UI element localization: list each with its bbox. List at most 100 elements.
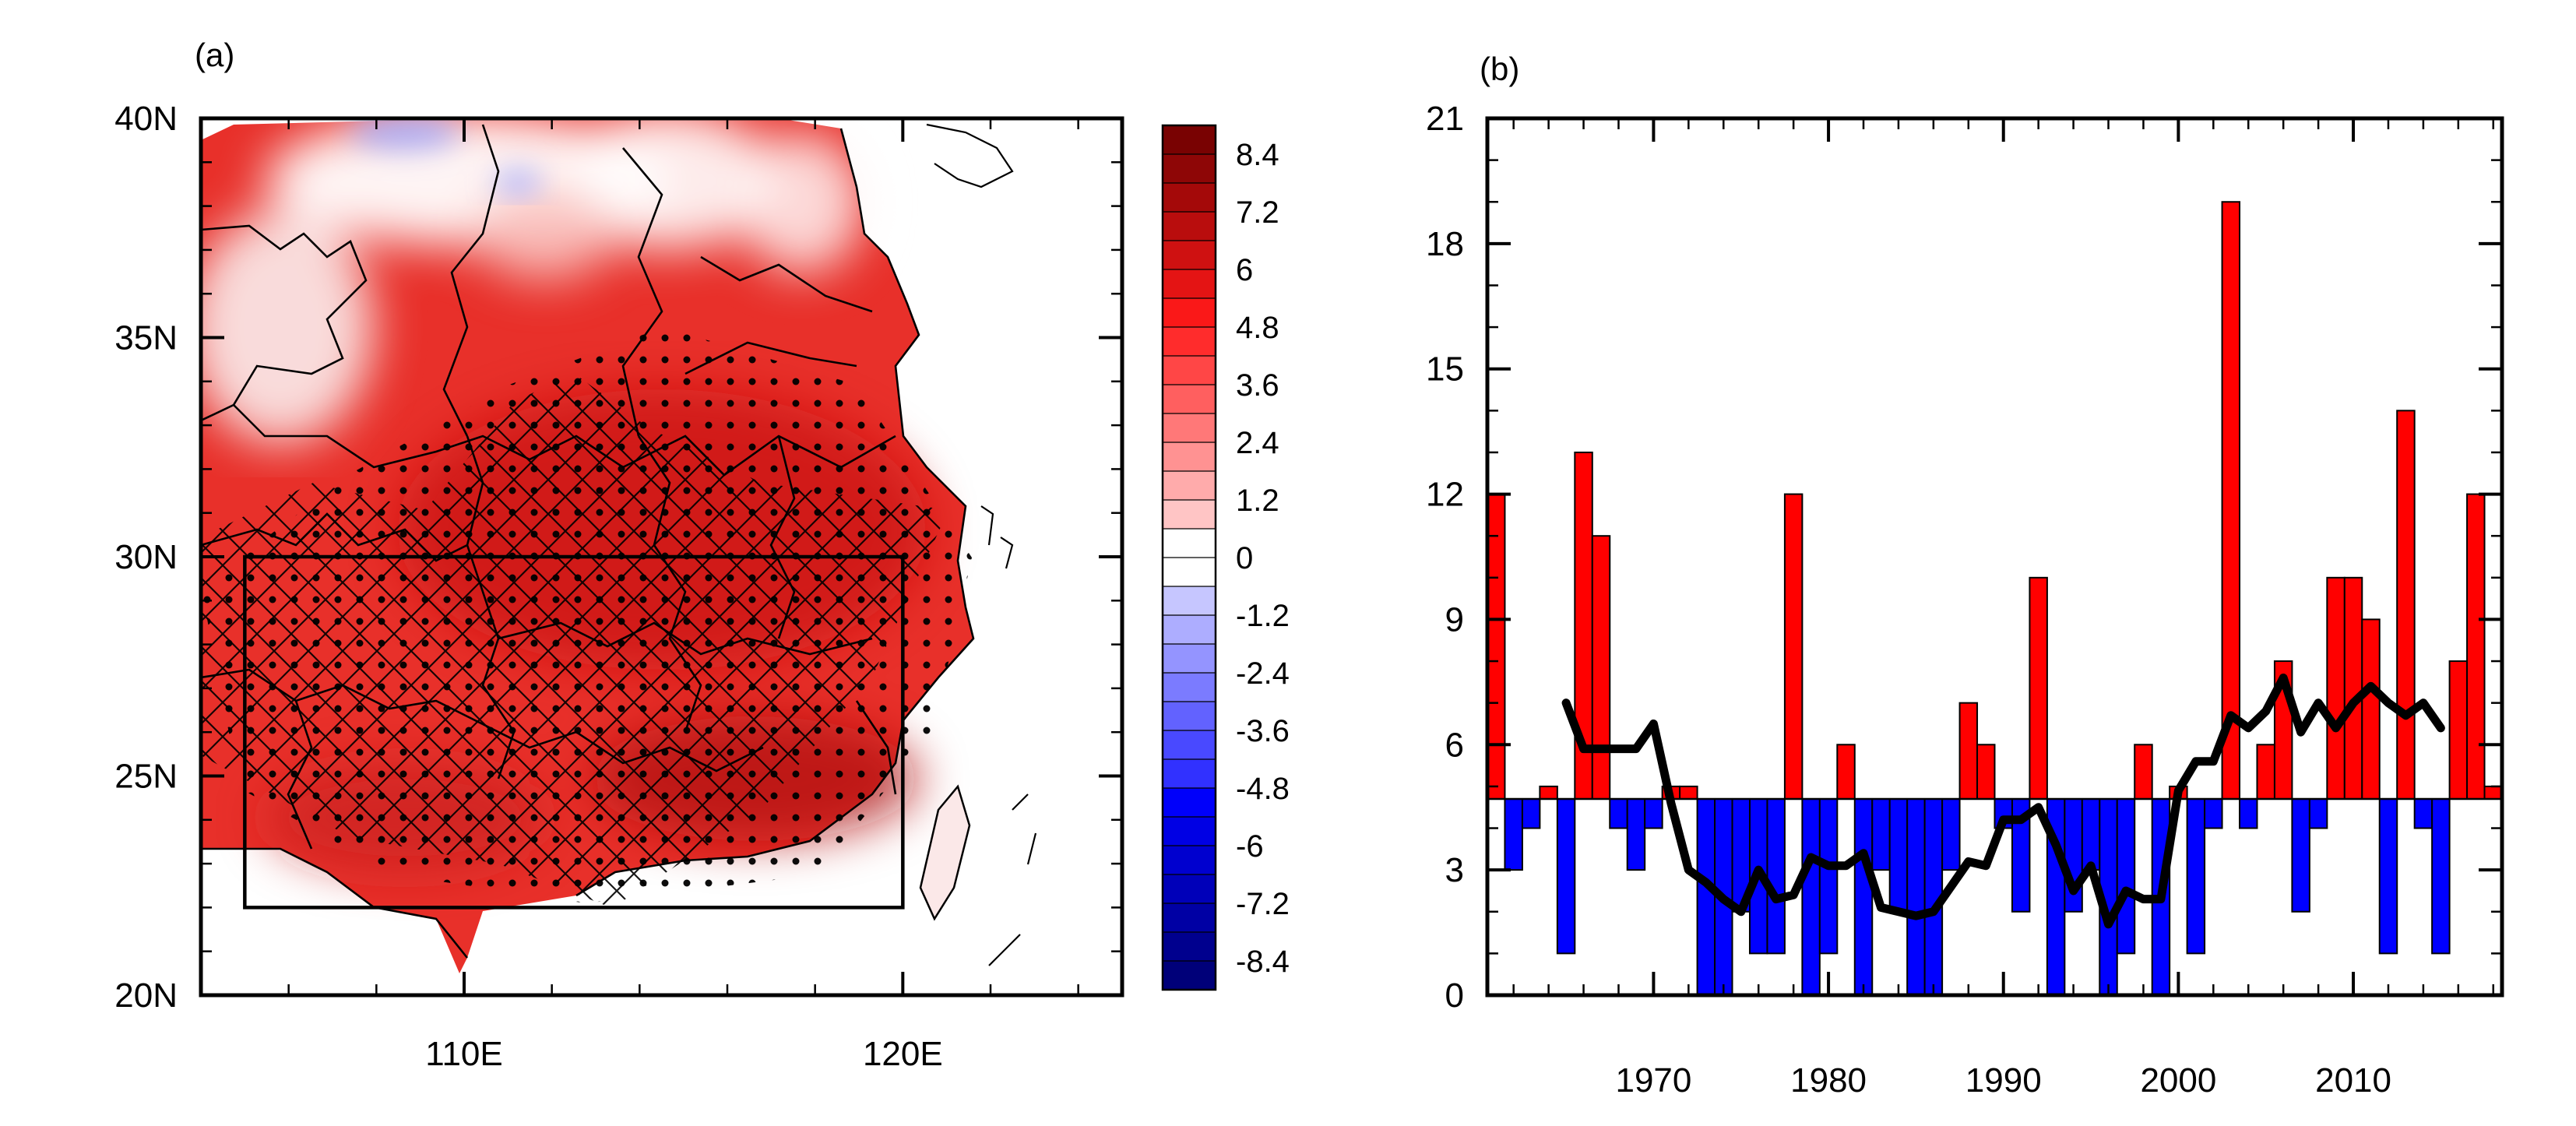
bar bbox=[2221, 201, 2241, 800]
bar bbox=[2396, 410, 2416, 800]
map-tick-labels: 110E 120E 20N 25N 30N 35N 40N bbox=[114, 100, 942, 1073]
colorbar-cell bbox=[1163, 212, 1216, 241]
x-tick-label: 1990 bbox=[1965, 1061, 2042, 1100]
panel-b-label: (b) bbox=[1480, 51, 1519, 87]
colorbar-cell bbox=[1163, 529, 1216, 558]
colorbar-label: 6 bbox=[1236, 253, 1253, 287]
colorbar-label: -3.6 bbox=[1236, 714, 1290, 748]
bar bbox=[2413, 797, 2433, 829]
y-tick-label: 6 bbox=[1445, 726, 1464, 764]
y-tick-label: 15 bbox=[1426, 350, 1464, 389]
colorbar-cell bbox=[1163, 702, 1216, 731]
colorbar-labels: 8.4 7.2 6 4.8 3.6 2.4 1.2 0 -1.2 -2.4 -3.6 -4.8 -6 -7… bbox=[1236, 138, 1290, 979]
colorbar-cell bbox=[1163, 327, 1216, 357]
map-panel: 110E 120E 20N 25N 30N 35N 40N bbox=[114, 100, 1124, 1073]
bar bbox=[1766, 797, 1786, 955]
bar bbox=[1818, 797, 1839, 955]
pale-region bbox=[201, 118, 864, 444]
bar bbox=[2186, 797, 2206, 955]
bar bbox=[1976, 744, 1996, 800]
study-region-box bbox=[243, 554, 905, 910]
colorbar-label: 0 bbox=[1236, 541, 1253, 575]
lon-tick-label: 120E bbox=[863, 1035, 943, 1073]
bar bbox=[2431, 797, 2451, 955]
bar bbox=[1609, 797, 1628, 829]
bar-frame bbox=[1485, 116, 2504, 998]
bar bbox=[2134, 744, 2153, 800]
colorbar-label: -1.2 bbox=[1236, 599, 1290, 633]
colorbar-cell bbox=[1163, 356, 1216, 385]
x-tick-label: 1970 bbox=[1615, 1061, 1691, 1100]
bar bbox=[1836, 744, 1856, 800]
x-tick-label: 1980 bbox=[1790, 1061, 1867, 1100]
colorbar-cell bbox=[1163, 730, 1216, 760]
colorbar-frame bbox=[1161, 124, 1217, 991]
bar bbox=[2239, 797, 2258, 829]
y-tick-label: 21 bbox=[1426, 100, 1464, 138]
colorbar-cell bbox=[1163, 846, 1216, 875]
bar bbox=[2483, 785, 2503, 800]
bar bbox=[2256, 744, 2275, 800]
coastline-islands bbox=[926, 123, 1037, 966]
colorbar-label: 1.2 bbox=[1236, 484, 1279, 518]
running-mean-line bbox=[1561, 673, 2445, 929]
colorbar-cell bbox=[1163, 817, 1216, 846]
bars bbox=[1487, 201, 2503, 996]
colorbar-cells bbox=[1163, 125, 1216, 991]
bar bbox=[1783, 493, 1804, 800]
bar bbox=[2378, 797, 2398, 955]
y-tick-label: 9 bbox=[1445, 600, 1464, 639]
bar bbox=[1626, 797, 1646, 871]
bar bbox=[1487, 493, 1506, 800]
lat-tick-label: 20N bbox=[114, 976, 178, 1015]
colorbar-label: -2.4 bbox=[1236, 656, 1290, 691]
bar bbox=[1801, 797, 1821, 996]
bar bbox=[2308, 797, 2328, 829]
bar bbox=[1521, 797, 1541, 829]
colorbar-label: -4.8 bbox=[1236, 772, 1290, 806]
bar bbox=[2448, 660, 2469, 800]
bar bbox=[1679, 785, 1698, 800]
bar bbox=[1644, 797, 1663, 829]
panel-a-label: (a) bbox=[195, 37, 234, 73]
lat-tick-label: 30N bbox=[114, 538, 178, 576]
colorbar: 8.4 7.2 6 4.8 3.6 2.4 1.2 0 -1.2 -2.4 -3.6 -4.8 -6 -7… bbox=[1161, 124, 1290, 991]
colorbar-cell bbox=[1163, 241, 1216, 270]
colorbar-cell bbox=[1163, 615, 1216, 645]
colorbar-cell bbox=[1163, 413, 1216, 443]
colorbar-cell bbox=[1163, 673, 1216, 702]
lon-tick-label: 110E bbox=[425, 1035, 503, 1073]
bar bbox=[2343, 576, 2363, 800]
colorbar-label: 7.2 bbox=[1236, 195, 1279, 230]
colorbar-cell bbox=[1163, 154, 1216, 184]
x-tick-label: 2010 bbox=[2315, 1061, 2391, 1100]
y-tick-label: 3 bbox=[1445, 851, 1464, 889]
bar bbox=[2116, 797, 2136, 955]
colorbar-cell bbox=[1163, 644, 1216, 674]
colorbar-cell bbox=[1163, 558, 1216, 587]
bar bbox=[1906, 797, 1926, 996]
bar bbox=[1539, 785, 1558, 800]
colorbar-cell bbox=[1163, 298, 1216, 328]
bar bbox=[2029, 576, 2048, 800]
colorbar-cell bbox=[1163, 500, 1216, 530]
bar bbox=[1696, 797, 1716, 996]
bar bbox=[2466, 493, 2486, 800]
bar bbox=[2291, 797, 2310, 913]
bar-tick-labels: 0 3 6 9 12 15 18 21 1970 1980 1990 2000 2010 bbox=[1426, 100, 2391, 1100]
colorbar-label: 3.6 bbox=[1236, 368, 1279, 403]
y-tick-label: 18 bbox=[1426, 225, 1464, 263]
colorbar-label: -7.2 bbox=[1236, 887, 1290, 921]
bar bbox=[1556, 797, 1576, 955]
colorbar-label: 8.4 bbox=[1236, 138, 1279, 172]
colorbar-cell bbox=[1163, 788, 1216, 818]
colorbar-cell bbox=[1163, 183, 1216, 213]
bar bbox=[2361, 618, 2381, 800]
colorbar-cell bbox=[1163, 471, 1216, 501]
lat-tick-label: 35N bbox=[114, 319, 178, 357]
colorbar-cell bbox=[1163, 874, 1216, 904]
lat-tick-label: 25N bbox=[114, 758, 178, 796]
bar bbox=[1504, 797, 1523, 871]
colorbar-label: 2.4 bbox=[1236, 426, 1279, 460]
